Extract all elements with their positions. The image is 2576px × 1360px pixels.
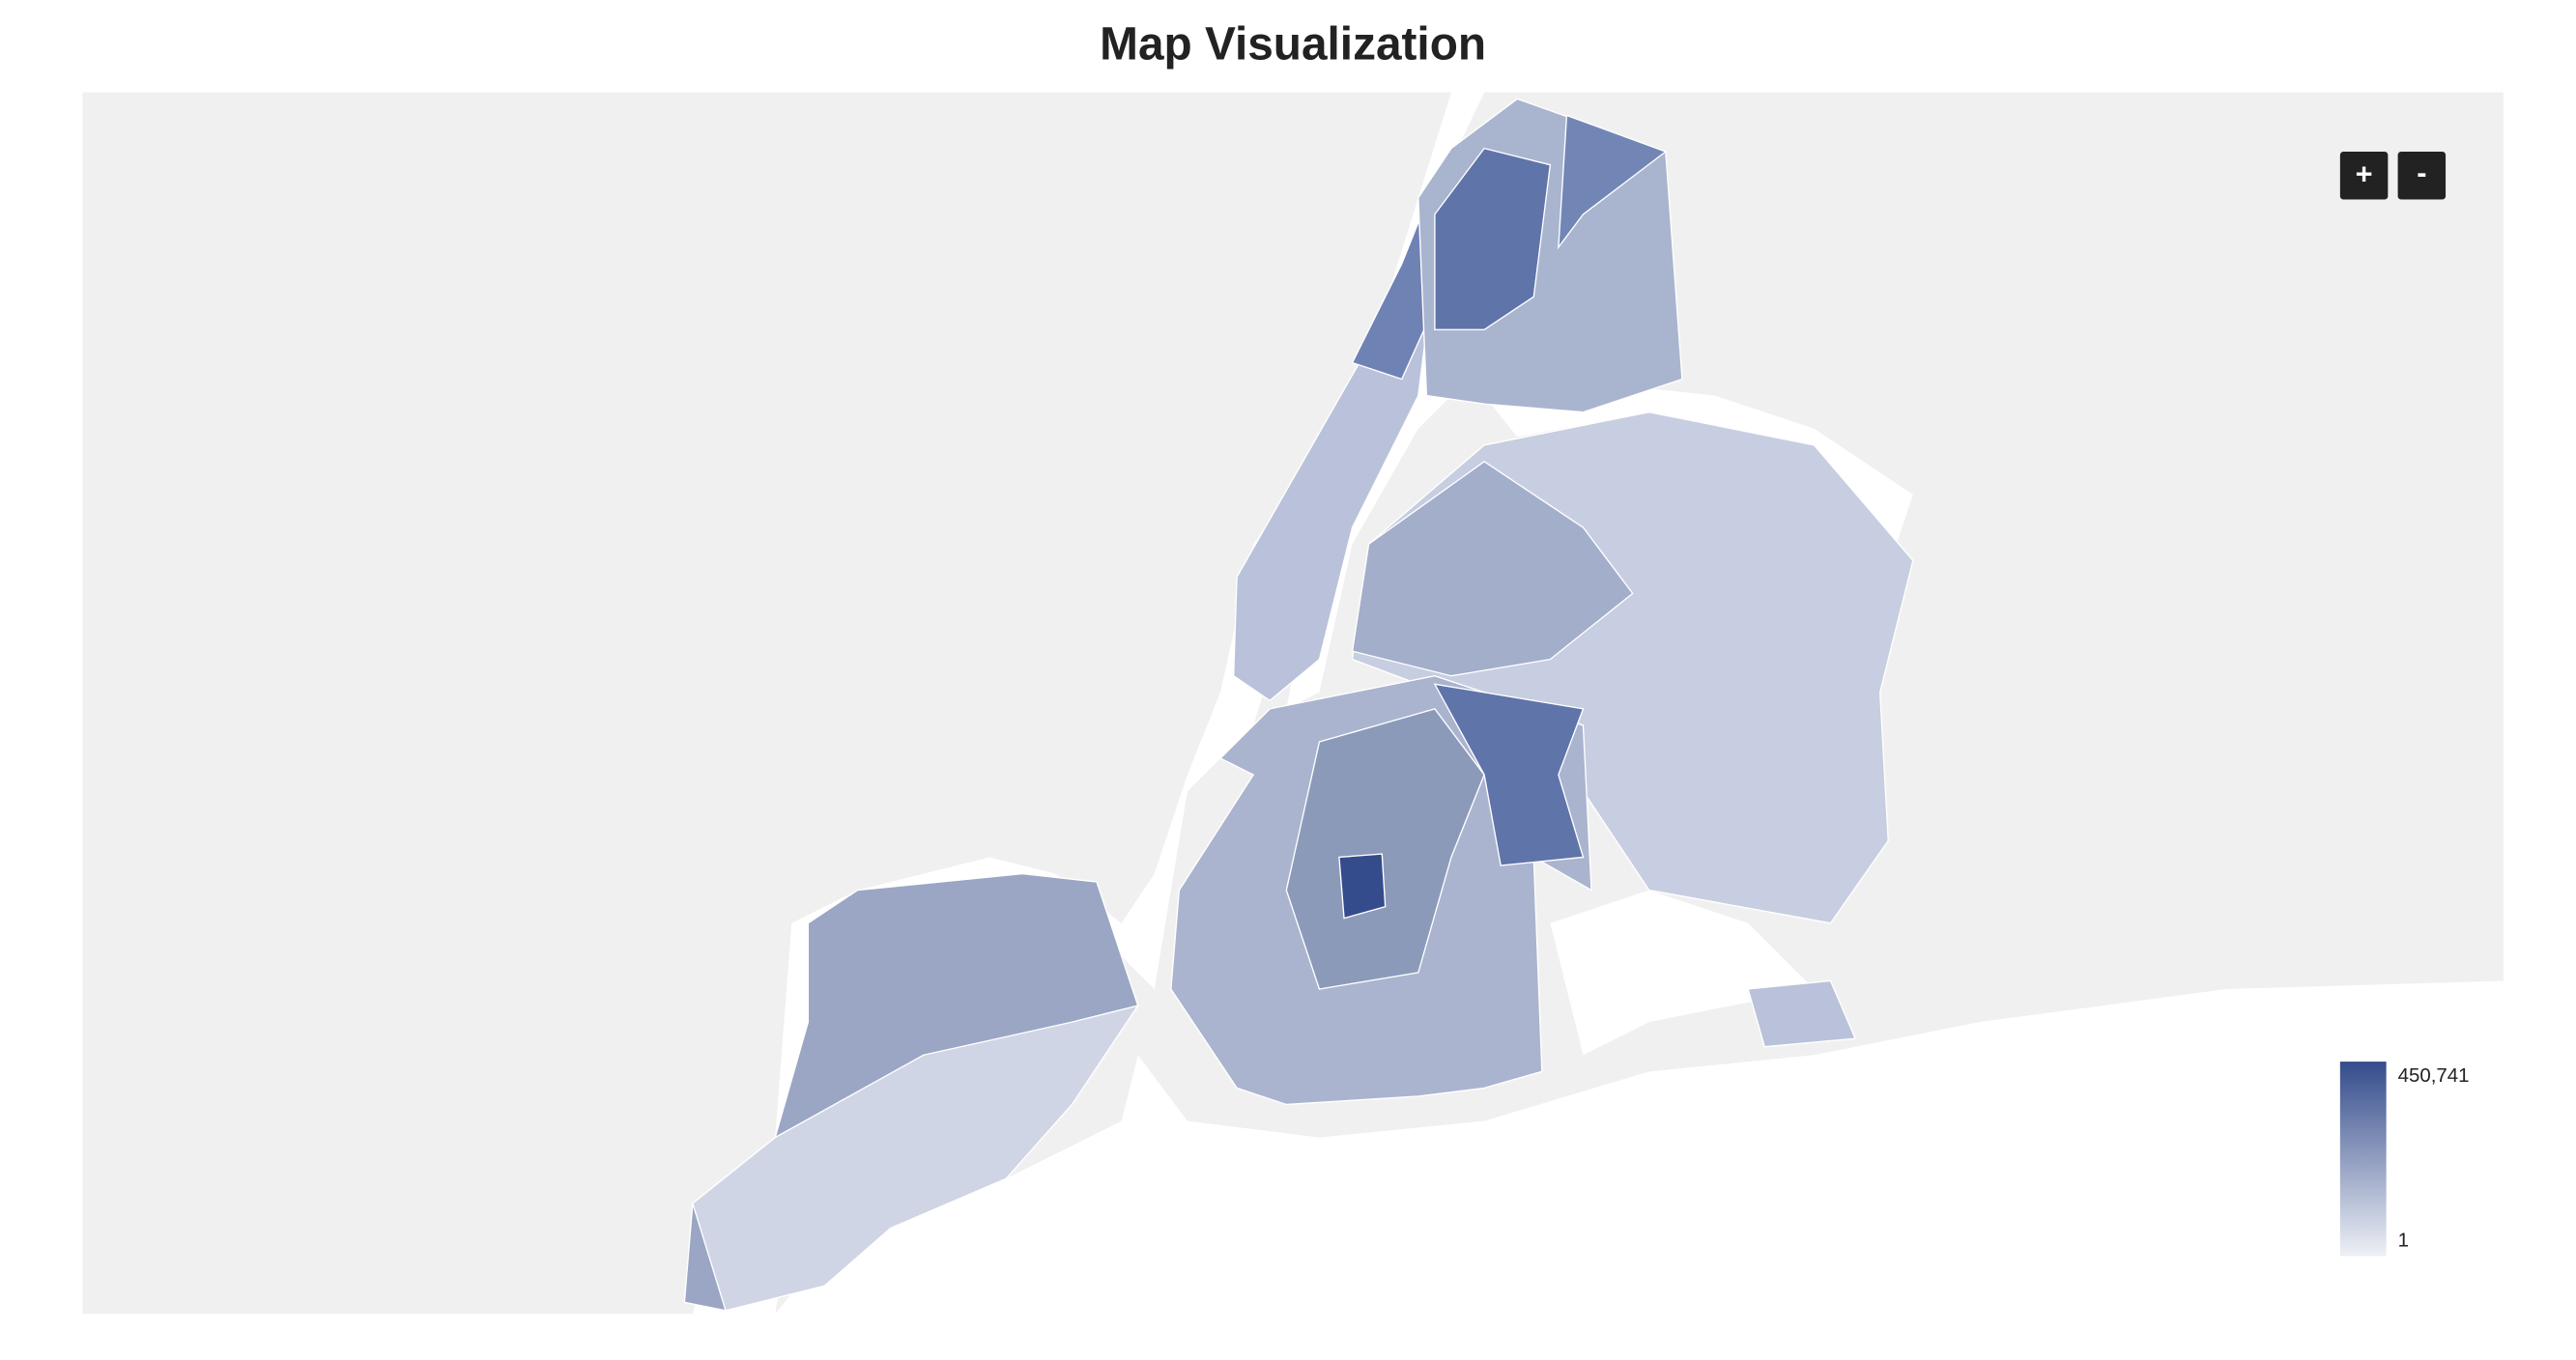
- jamaica-bay: [1550, 890, 1815, 1056]
- legend-min-label: 1: [2398, 1230, 2409, 1252]
- rockaway: [1747, 979, 1857, 1048]
- brooklyn-central: [1285, 708, 1485, 990]
- zoom-controls: + -: [2339, 152, 2447, 200]
- zoom-out-label[interactable]: -: [2417, 156, 2426, 189]
- ocean: [775, 980, 2504, 1315]
- legend: 450,741 1: [2339, 1062, 2470, 1257]
- queens-west: [1351, 461, 1634, 677]
- legend-gradient: [2339, 1062, 2387, 1257]
- brooklyn-east: [1433, 683, 1585, 866]
- bronx-west: [1434, 147, 1552, 331]
- staten-island-south: [692, 1004, 1140, 1312]
- title: Map Visualization: [1100, 18, 1486, 70]
- sound: [1484, 379, 1913, 545]
- brooklyn-dark: [1338, 853, 1387, 920]
- bronx-north: [1558, 114, 1668, 250]
- map[interactable]: [82, 92, 2504, 1315]
- legend-max-label: 450,741: [2398, 1064, 2470, 1087]
- zoom-out-button[interactable]: [2397, 152, 2447, 200]
- zoom-in-button[interactable]: [2339, 152, 2389, 200]
- zoom-in-label[interactable]: +: [2356, 157, 2373, 191]
